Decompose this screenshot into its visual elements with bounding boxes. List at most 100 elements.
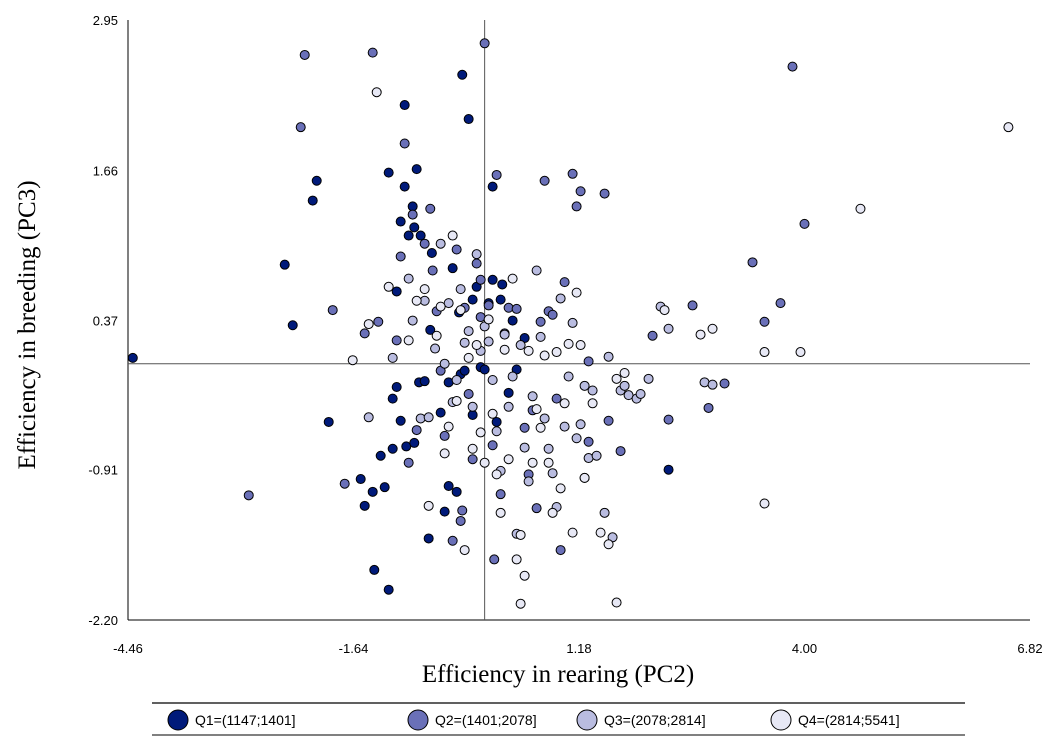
data-point-series-4	[563, 338, 574, 349]
data-point-series-2	[427, 265, 438, 276]
data-point-series-2	[451, 244, 462, 255]
data-point-series-1	[419, 376, 430, 387]
data-point-series-2	[425, 203, 436, 214]
data-point-series-1	[395, 415, 406, 426]
data-point-series-1	[495, 294, 506, 305]
data-point-series-3	[531, 265, 542, 276]
data-point-series-4	[531, 404, 542, 415]
data-point-series-2	[483, 300, 494, 311]
data-point-series-2	[475, 274, 486, 285]
data-point-series-2	[799, 218, 810, 229]
data-point-series-3	[543, 443, 554, 454]
data-point-series-2	[567, 168, 578, 179]
data-point-series-2	[439, 430, 450, 441]
data-point-series-1	[407, 201, 418, 212]
data-point-series-2	[615, 446, 626, 457]
data-point-series-3	[451, 375, 462, 385]
data-point-series-3	[603, 351, 614, 362]
data-point-series-2	[419, 238, 430, 249]
data-point-series-3	[483, 336, 494, 347]
data-point-series-1	[369, 564, 380, 575]
data-point-series-2	[411, 425, 422, 436]
tick-labels: -4.46 -1.64 1.18 4.00 6.82 2.95 1.66 0.37 -0.91 -…	[88, 13, 1042, 656]
data-point-series-4	[499, 344, 510, 355]
data-point-series-1	[451, 486, 462, 497]
data-point-series-2	[399, 138, 410, 149]
data-point-series-4	[447, 230, 458, 241]
data-point-series-3	[567, 317, 578, 328]
data-point-series-2	[583, 356, 594, 367]
data-point-series-4	[515, 529, 526, 540]
data-point-series-4	[559, 398, 570, 409]
data-point-series-2	[555, 545, 566, 556]
data-point-series-3	[463, 326, 474, 337]
data-point-series-3	[403, 273, 414, 284]
data-point-series-3	[571, 433, 582, 444]
y-axis-title: Efficiency in breeding (PC3)	[14, 180, 41, 469]
data-point-series-2	[571, 201, 582, 212]
data-point-series-4	[491, 469, 502, 480]
data-point-series-4	[707, 323, 718, 334]
data-point-series-1	[359, 500, 370, 511]
data-point-series-1	[411, 164, 422, 175]
data-point-series-2	[447, 535, 458, 546]
data-point-series-3	[527, 391, 538, 402]
x-tick-label: 4.00	[792, 641, 817, 656]
data-point-series-1	[457, 69, 468, 80]
data-point-series-2	[367, 47, 378, 58]
data-point-series-3	[563, 371, 574, 382]
data-point-series-4	[611, 597, 622, 608]
data-point-series-4	[439, 448, 450, 459]
data-point-series-2	[687, 300, 698, 311]
data-point-series-1	[383, 584, 394, 595]
data-point-series-1	[399, 100, 410, 111]
data-point-series-3	[619, 380, 630, 391]
legend-marker	[770, 709, 792, 731]
data-point-series-2	[759, 316, 770, 327]
data-point-series-2	[455, 515, 466, 526]
data-point-series-1	[487, 181, 498, 192]
data-point-series-4	[543, 457, 554, 468]
data-point-series-3	[491, 426, 502, 437]
data-point-series-4	[659, 305, 670, 316]
data-point-series-1	[127, 352, 138, 363]
data-point-series-3	[539, 413, 550, 424]
data-point-series-3	[559, 421, 570, 432]
data-point-series-2	[467, 454, 478, 465]
data-point-series-1	[311, 175, 322, 186]
data-point-series-1	[426, 248, 437, 259]
data-point-series-3	[503, 401, 514, 412]
data-point-series-2	[395, 251, 406, 262]
data-point-series-1	[463, 114, 474, 125]
data-point-series-3	[587, 385, 598, 396]
data-point-series-2	[603, 415, 614, 426]
data-point-series-4	[423, 500, 434, 511]
data-point-series-2	[339, 478, 350, 489]
data-point-series-1	[447, 263, 458, 274]
x-tick-label: 6.82	[1017, 641, 1042, 656]
data-point-series-4	[695, 329, 706, 340]
x-tick-label: -1.64	[339, 641, 369, 656]
data-point-series-4	[519, 570, 530, 581]
data-point-series-4	[555, 483, 566, 494]
data-point-series-4	[403, 335, 414, 346]
data-point-series-4	[463, 352, 474, 363]
data-point-series-2	[575, 186, 586, 197]
data-point-series-3	[487, 375, 498, 385]
data-point-series-1	[479, 364, 490, 375]
data-point-series-2	[299, 49, 310, 60]
data-point-series-2	[463, 388, 474, 399]
data-point-series-1	[399, 181, 410, 192]
data-point-series-4	[759, 498, 770, 509]
data-point-series-1	[467, 409, 478, 420]
legend-label: Q3=(2078;2814]	[604, 712, 706, 728]
legend-label: Q1=(1147;1401]	[195, 712, 296, 728]
x-tick-label: -4.46	[113, 641, 143, 656]
y-tick-label: 0.37	[93, 314, 118, 329]
data-point-series-1	[443, 481, 454, 492]
data-point-series-2	[663, 414, 674, 425]
data-point-series-2	[495, 489, 506, 500]
data-point-series-1	[391, 381, 402, 392]
data-point-series-3	[363, 412, 374, 423]
